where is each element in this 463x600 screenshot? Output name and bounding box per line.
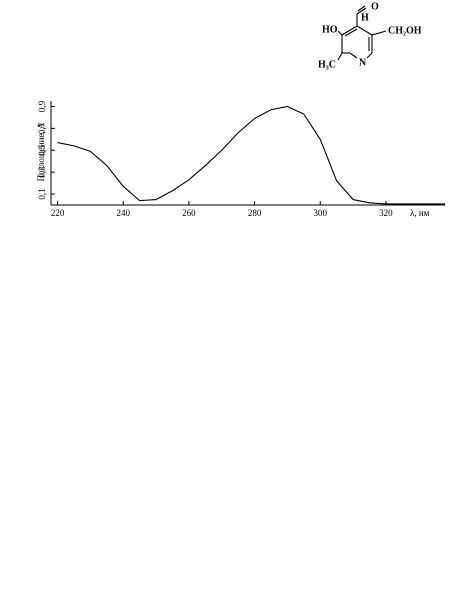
bond <box>337 52 343 61</box>
atom-label: H₃C <box>318 59 336 70</box>
bond <box>357 5 366 12</box>
x-tick-label: 260 <box>182 208 196 218</box>
y-tick-label: 0,9 <box>37 100 47 112</box>
bond <box>356 7 367 15</box>
x-tick-label: 280 <box>248 208 262 218</box>
atom-label: HO <box>322 24 338 35</box>
y-tick-label: 0,5 <box>37 144 47 156</box>
x-tick-label: 320 <box>379 208 393 218</box>
bond <box>356 25 373 36</box>
x-tick-label: 220 <box>51 208 65 218</box>
y-tick-label: 0,1 <box>37 188 47 199</box>
bond <box>349 52 358 59</box>
x-tick-label: 300 <box>313 208 327 218</box>
bond <box>344 28 358 37</box>
x-axis-label: λ, нм <box>410 208 430 218</box>
y-tick-label: 0,3 <box>37 166 47 178</box>
y-axis-label: Поглощение, А <box>36 122 46 181</box>
bond <box>341 25 358 36</box>
atom-label: O <box>371 1 379 12</box>
atom-label: CH₂OH <box>388 25 422 36</box>
atom-label: H <box>361 12 369 23</box>
bond <box>366 52 373 59</box>
y-tick-label: 0,7 <box>37 122 47 134</box>
x-tick-label: 240 <box>116 208 130 218</box>
spectrum-line <box>57 105 445 205</box>
chemical-structure <box>337 5 387 61</box>
bond <box>371 30 387 36</box>
atom-label: N <box>359 57 367 68</box>
bond <box>337 30 343 36</box>
